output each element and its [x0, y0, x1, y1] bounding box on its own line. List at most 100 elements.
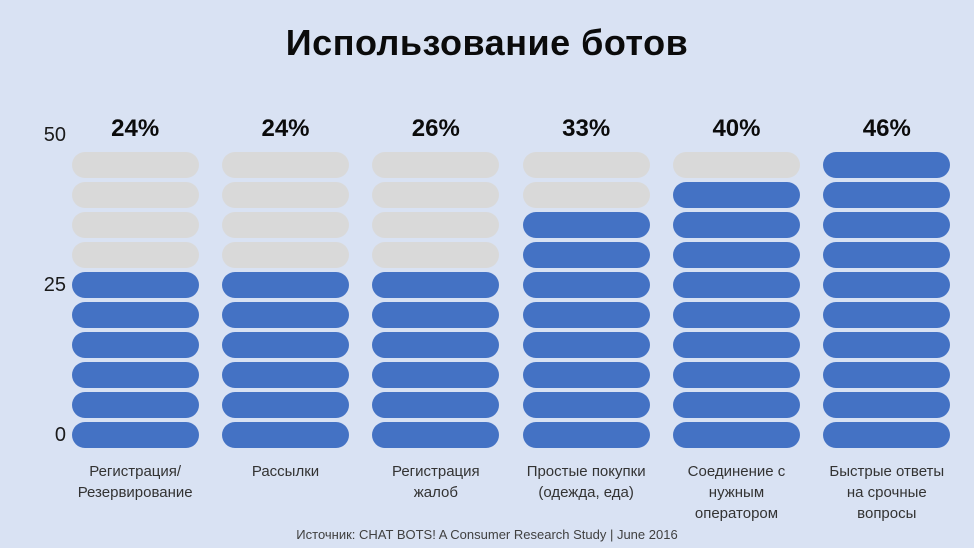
pill-filled: [823, 182, 951, 208]
value-label: 24%: [261, 114, 310, 142]
category-label: Регистрация/Резервирование: [60, 461, 210, 503]
pill-empty: [71, 242, 199, 268]
pill-empty: [221, 212, 349, 238]
pill-filled: [372, 362, 500, 388]
pill-filled: [71, 272, 199, 298]
pill-filled: [372, 272, 500, 298]
pill-empty: [372, 152, 500, 178]
chart-columns: 24% Регистрация/Резервирование 24% Рассылки…: [60, 105, 962, 524]
pill-filled: [372, 392, 500, 418]
pill-filled: [522, 392, 650, 418]
y-axis-tick-50: 50: [43, 124, 66, 146]
category-label-line: оператором: [694, 505, 779, 522]
pill-filled: [221, 362, 349, 388]
pill-stack: [823, 152, 951, 448]
pill-filled: [372, 302, 500, 328]
pill-filled: [823, 392, 951, 418]
pill-empty: [372, 242, 500, 268]
category-label-line: Регистрация: [391, 463, 480, 480]
pill-empty: [71, 152, 199, 178]
pill-filled: [672, 242, 800, 268]
pill-filled: [823, 152, 951, 178]
category-label-line: жалоб: [413, 484, 458, 501]
pill-stack: [71, 152, 199, 448]
pill-filled: [823, 332, 951, 358]
source-caption: Источник: CHAT BOTS! A Consumer Research…: [296, 527, 678, 542]
pill-filled: [672, 182, 800, 208]
pill-filled: [372, 332, 500, 358]
pill-filled: [672, 392, 800, 418]
pill-stack: [522, 152, 650, 448]
pill-filled: [221, 332, 349, 358]
pill-empty: [522, 152, 650, 178]
pill-filled: [221, 392, 349, 418]
pill-empty: [522, 182, 650, 208]
value-label: 40%: [712, 114, 761, 142]
pill-filled: [672, 302, 800, 328]
pill-filled: [522, 242, 650, 268]
category-label: Быстрые ответы на срочные вопросы: [812, 461, 962, 524]
category-label-line: Резервирование: [77, 484, 193, 501]
category-label: Рассылки: [210, 461, 360, 482]
pill-filled: [672, 332, 800, 358]
pill-filled: [823, 242, 951, 268]
pill-stack: [221, 152, 349, 448]
category-label-line: Простые покупки: [526, 463, 646, 480]
pill-filled: [71, 422, 199, 448]
pill-empty: [672, 152, 800, 178]
chart-column-1: 24% Регистрация/Резервирование: [60, 105, 210, 524]
pill-filled: [823, 362, 951, 388]
pill-empty: [71, 212, 199, 238]
y-axis: 50 25 0: [14, 0, 66, 548]
value-label: 46%: [862, 114, 911, 142]
pill-empty: [372, 182, 500, 208]
pill-filled: [672, 422, 800, 448]
pill-filled: [672, 212, 800, 238]
pill-filled: [71, 332, 199, 358]
category-label-line: Рассылки: [251, 463, 320, 480]
category-label-line: нужным: [708, 484, 765, 501]
pill-filled: [823, 212, 951, 238]
pill-empty: [372, 212, 500, 238]
pill-filled: [823, 302, 951, 328]
category-label-line: вопросы: [857, 505, 917, 522]
value-label: 24%: [111, 114, 160, 142]
pill-filled: [823, 272, 951, 298]
pill-filled: [672, 362, 800, 388]
chart-column-6: 46% Быстрые ответы на срочные вопросы: [812, 105, 962, 524]
chart-title: Использование ботов: [285, 22, 689, 63]
pill-filled: [672, 272, 800, 298]
pill-filled: [71, 392, 199, 418]
pill-filled: [522, 272, 650, 298]
chart-column-3: 26% Регистрация жалоб: [361, 105, 511, 524]
pill-filled: [522, 332, 650, 358]
category-label-line: на срочные: [846, 484, 927, 501]
pill-filled: [522, 422, 650, 448]
pill-empty: [221, 182, 349, 208]
pill-filled: [221, 422, 349, 448]
pill-stack: [372, 152, 500, 448]
chart-column-5: 40% Соединение с нужным оператором: [661, 105, 811, 524]
pill-empty: [71, 182, 199, 208]
pill-empty: [221, 242, 349, 268]
pill-empty: [221, 152, 349, 178]
y-axis-tick-25: 25: [43, 274, 66, 296]
category-label-line: Регистрация/: [89, 463, 182, 480]
category-label-line: (одежда, еда): [538, 484, 634, 501]
pill-filled: [221, 272, 349, 298]
pill-filled: [221, 302, 349, 328]
category-label-line: Быстрые ответы: [829, 463, 945, 480]
category-label: Соединение с нужным оператором: [661, 461, 811, 524]
category-label: Простые покупки (одежда, еда): [511, 461, 661, 503]
category-label-line: Соединение с: [687, 463, 786, 480]
pill-filled: [71, 302, 199, 328]
pill-filled: [522, 302, 650, 328]
pill-filled: [71, 362, 199, 388]
chart-column-4: 33% Простые покупки (одежда, еда): [511, 105, 661, 524]
category-label: Регистрация жалоб: [361, 461, 511, 503]
pill-filled: [522, 362, 650, 388]
y-axis-tick-0: 0: [54, 424, 66, 446]
pill-stack: [672, 152, 800, 448]
pill-filled: [522, 212, 650, 238]
value-label: 26%: [411, 114, 460, 142]
